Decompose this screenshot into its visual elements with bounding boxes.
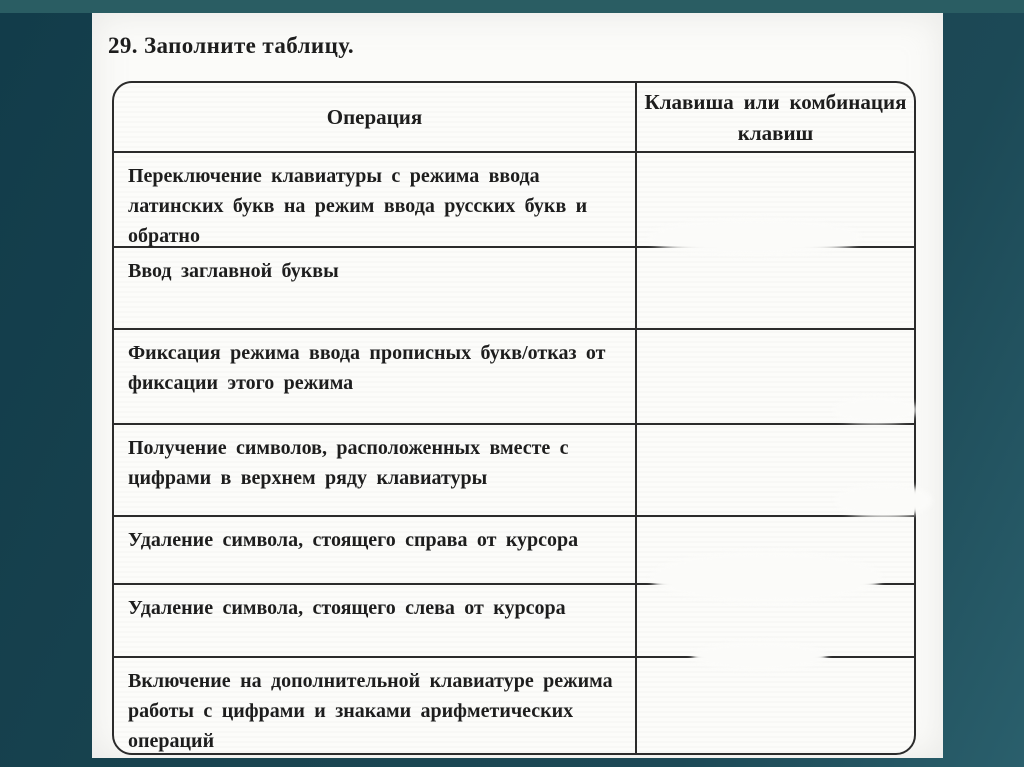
eraser-smudge bbox=[692, 641, 827, 671]
table-row-operation: Получение символов, расположенных вместе… bbox=[114, 425, 635, 517]
table-row-answer-blank bbox=[635, 658, 914, 753]
eraser-smudge bbox=[647, 218, 862, 256]
column-header-key-combination: Клавиша или комбинация клавиш bbox=[635, 83, 914, 153]
exercise-title-text: Заполните таблицу. bbox=[143, 33, 354, 58]
eraser-smudge bbox=[650, 551, 882, 603]
exercise-number: 29. bbox=[108, 33, 138, 58]
table-row-operation: Удаление символа, стоящего слева от курс… bbox=[114, 585, 635, 658]
table-row-operation: Удаление символа, стоящего справа от кур… bbox=[114, 517, 635, 585]
column-header-operation: Операция bbox=[114, 83, 635, 153]
slide-top-band bbox=[0, 0, 1024, 13]
table-row-operation: Фиксация режима ввода прописных букв/отк… bbox=[114, 330, 635, 425]
eraser-smudge bbox=[832, 396, 917, 424]
table-row-answer-blank bbox=[635, 248, 914, 330]
table-row-operation: Включение на дополнительной клавиатуре р… bbox=[128, 670, 613, 752]
table-row-answer-blank bbox=[635, 330, 914, 425]
table-row-operation: Переключение клавиатуры с режима ввода л… bbox=[114, 153, 635, 248]
exercise-title: 29. Заполните таблицу. bbox=[108, 33, 354, 59]
table-row-operation: Ввод заглавной буквы bbox=[114, 248, 635, 330]
table-row-answer-blank bbox=[635, 425, 914, 517]
worksheet-page: 29. Заполните таблицу. Операция Клавиша и… bbox=[92, 13, 943, 758]
eraser-smudge bbox=[834, 483, 932, 518]
